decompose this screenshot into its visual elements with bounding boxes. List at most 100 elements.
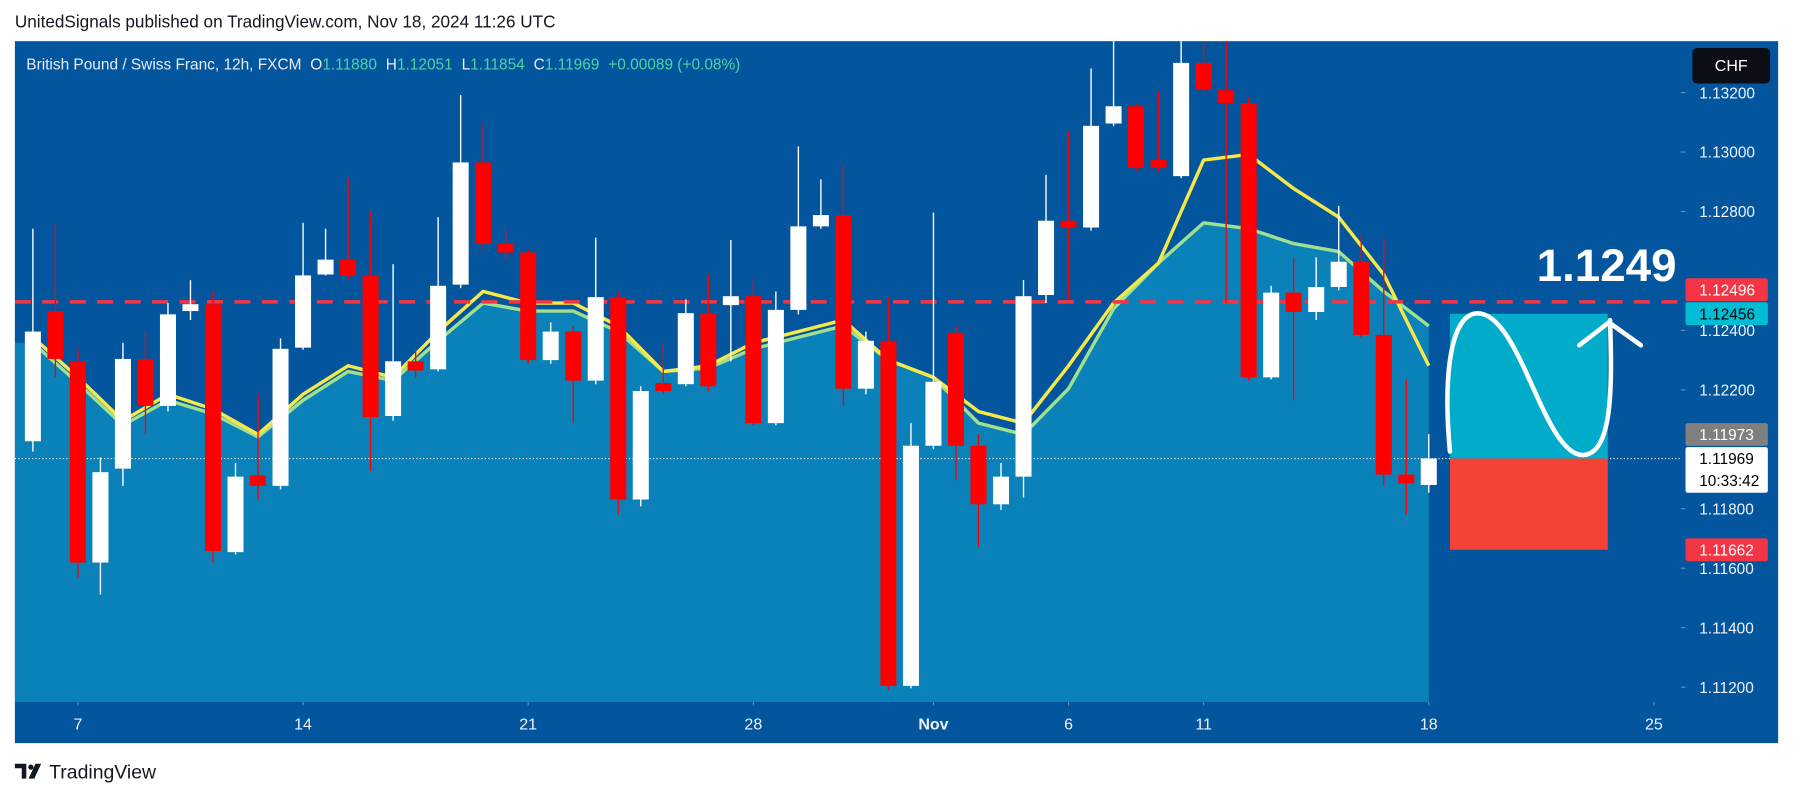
logo-slash xyxy=(28,763,42,779)
candle-body xyxy=(1150,160,1167,169)
candle-body xyxy=(1353,261,1370,335)
candle-body xyxy=(1218,90,1235,103)
candle-body xyxy=(1195,62,1212,90)
legend-l-label: L xyxy=(462,57,471,74)
candle-body xyxy=(497,243,514,253)
legend-o-label: O xyxy=(310,57,322,74)
candle-body xyxy=(452,162,469,285)
y-tick-label: 1.11800 xyxy=(1699,501,1754,518)
candle-body xyxy=(204,304,221,551)
footer-logo xyxy=(14,763,42,779)
price-label-bg xyxy=(1685,538,1768,562)
currency-button-label[interactable]: CHF xyxy=(1715,58,1748,75)
candle-body xyxy=(1285,292,1302,312)
candle-body xyxy=(1263,292,1280,378)
candle-body xyxy=(137,358,154,406)
price-label: 1.12496 xyxy=(1699,282,1755,299)
x-tick-label: 7 xyxy=(73,716,82,733)
candle-body xyxy=(745,296,762,424)
overlay: 1.1249 7 14 21 28 Nov 6 11 18 25 1.13200 1.13000 1.1… xyxy=(73,85,1768,733)
candle-body xyxy=(385,361,402,417)
x-tick-label: 11 xyxy=(1195,716,1212,733)
logo-mark xyxy=(14,763,27,779)
candle-body xyxy=(947,332,964,446)
x-tick-label: 25 xyxy=(1645,716,1663,733)
candle-body xyxy=(295,275,312,348)
candle-body xyxy=(970,445,987,505)
candle-body xyxy=(24,331,41,442)
candle-body xyxy=(655,383,672,392)
candle-body xyxy=(812,215,829,227)
candle-body xyxy=(362,275,379,418)
legend-h-label: H xyxy=(386,57,397,74)
candle-body xyxy=(542,331,559,361)
publish-header: UnitedSignals published on TradingView.c… xyxy=(15,11,556,31)
y-tick-label: 1.12400 xyxy=(1699,323,1755,340)
annotation: 1.1249 xyxy=(1537,240,1677,291)
position-stop-zone xyxy=(1449,458,1608,550)
price-label-bg xyxy=(1685,447,1768,493)
candle-body xyxy=(475,162,492,244)
candle-body xyxy=(1308,286,1325,312)
legend-c-label: C xyxy=(534,57,545,74)
y-tick-label: 1.11200 xyxy=(1699,680,1754,697)
candle-body xyxy=(902,445,919,686)
candle-body xyxy=(767,309,784,424)
legend-o: 1.11880 xyxy=(322,57,377,74)
candle-body xyxy=(677,313,694,385)
price-label: 1.11973 xyxy=(1699,427,1754,444)
candle-body xyxy=(1330,261,1347,287)
y-tick-label: 1.13000 xyxy=(1699,145,1755,162)
candle-body xyxy=(610,297,627,500)
candle-body xyxy=(587,297,604,381)
candle-body xyxy=(1015,296,1032,477)
candle-body xyxy=(340,259,357,276)
y-tick-label: 1.11400 xyxy=(1699,620,1754,637)
x-tick-label: 21 xyxy=(519,716,537,733)
plot-area xyxy=(14,41,1681,702)
price-label: 1.12456 xyxy=(1699,306,1755,323)
candle-body xyxy=(1240,102,1257,378)
candle-body xyxy=(407,361,424,371)
candle-body xyxy=(1398,474,1415,484)
y-tick-label: 1.12800 xyxy=(1699,204,1755,221)
candle-body xyxy=(790,226,807,310)
candle-body xyxy=(159,314,176,406)
forecast-arrowhead xyxy=(1576,320,1644,348)
candle-body xyxy=(1375,334,1392,475)
candle-body xyxy=(857,340,874,389)
candle-body xyxy=(835,215,852,389)
x-tick-label: 6 xyxy=(1064,716,1073,733)
candle-body xyxy=(925,381,942,446)
price-label: 1.11662 xyxy=(1699,542,1754,559)
y-tick-label: 1.11600 xyxy=(1699,561,1754,578)
candle-body xyxy=(1038,220,1055,296)
footer-brand: TradingView xyxy=(49,762,157,784)
legend-symbol: British Pound / Swiss Franc, 12h, FXCM xyxy=(26,57,301,74)
candle-body xyxy=(632,391,649,500)
candle-body xyxy=(69,361,86,563)
candle-body xyxy=(182,304,199,312)
candle-body xyxy=(1420,458,1437,485)
candle-body xyxy=(565,331,582,381)
candle-body xyxy=(520,252,537,361)
legend: British Pound / Swiss Franc, 12h, FXCM O… xyxy=(26,57,740,74)
candle-body xyxy=(1173,62,1190,177)
candle-body xyxy=(227,476,244,553)
ma-area xyxy=(14,222,1429,702)
price-label-bg xyxy=(1685,302,1768,326)
candle-body xyxy=(47,311,64,359)
legend-l: 1.11854 xyxy=(470,57,525,74)
currency-button[interactable] xyxy=(1692,48,1771,84)
legend-h: 1.12051 xyxy=(397,57,453,74)
legend-c: 1.11969 xyxy=(545,57,600,74)
candle-body xyxy=(1083,125,1100,228)
candle-body xyxy=(430,285,447,370)
candle-body xyxy=(250,475,267,486)
logo-dot xyxy=(28,764,34,770)
price-label: 1.11969 xyxy=(1699,451,1754,468)
x-tick-label: 14 xyxy=(294,716,312,733)
candle-body xyxy=(1128,106,1145,169)
